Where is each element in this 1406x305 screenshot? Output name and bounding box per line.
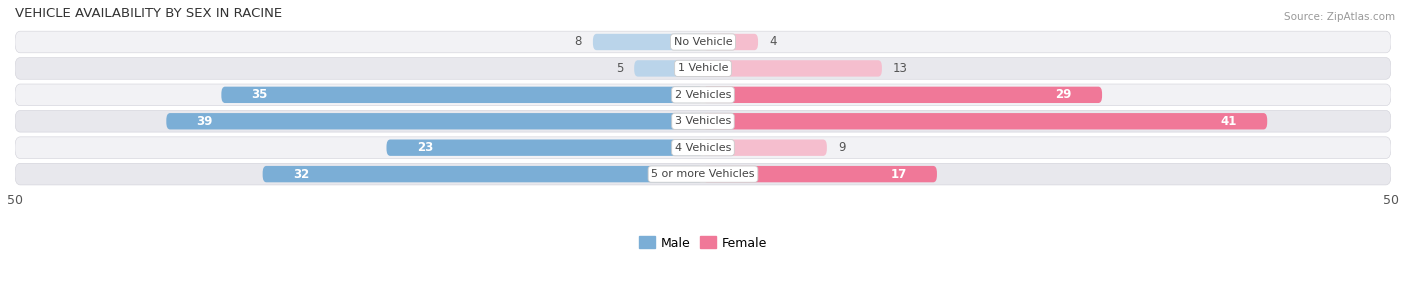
FancyBboxPatch shape (15, 137, 1391, 159)
FancyBboxPatch shape (703, 87, 1102, 103)
Text: 13: 13 (893, 62, 908, 75)
FancyBboxPatch shape (703, 113, 1267, 129)
FancyBboxPatch shape (593, 34, 703, 50)
FancyBboxPatch shape (15, 58, 1391, 79)
Text: VEHICLE AVAILABILITY BY SEX IN RACINE: VEHICLE AVAILABILITY BY SEX IN RACINE (15, 7, 283, 20)
Text: 39: 39 (197, 115, 212, 128)
FancyBboxPatch shape (703, 34, 758, 50)
FancyBboxPatch shape (703, 166, 936, 182)
Text: Source: ZipAtlas.com: Source: ZipAtlas.com (1284, 12, 1395, 22)
Legend: Male, Female: Male, Female (634, 231, 772, 255)
Text: 5 or more Vehicles: 5 or more Vehicles (651, 169, 755, 179)
FancyBboxPatch shape (221, 87, 703, 103)
Text: 9: 9 (838, 141, 845, 154)
Text: 32: 32 (292, 168, 309, 181)
Text: 4: 4 (769, 35, 776, 48)
Text: No Vehicle: No Vehicle (673, 37, 733, 47)
Text: 4 Vehicles: 4 Vehicles (675, 143, 731, 153)
Text: 29: 29 (1056, 88, 1071, 101)
Text: 2 Vehicles: 2 Vehicles (675, 90, 731, 100)
FancyBboxPatch shape (263, 166, 703, 182)
Text: 5: 5 (616, 62, 623, 75)
Text: 23: 23 (416, 141, 433, 154)
FancyBboxPatch shape (15, 163, 1391, 185)
FancyBboxPatch shape (703, 60, 882, 77)
Text: 17: 17 (890, 168, 907, 181)
FancyBboxPatch shape (703, 139, 827, 156)
FancyBboxPatch shape (387, 139, 703, 156)
FancyBboxPatch shape (15, 84, 1391, 106)
Text: 8: 8 (575, 35, 582, 48)
FancyBboxPatch shape (634, 60, 703, 77)
Text: 1 Vehicle: 1 Vehicle (678, 63, 728, 74)
FancyBboxPatch shape (15, 31, 1391, 53)
Text: 41: 41 (1220, 115, 1237, 128)
Text: 3 Vehicles: 3 Vehicles (675, 116, 731, 126)
FancyBboxPatch shape (15, 110, 1391, 132)
Text: 35: 35 (252, 88, 269, 101)
FancyBboxPatch shape (166, 113, 703, 129)
